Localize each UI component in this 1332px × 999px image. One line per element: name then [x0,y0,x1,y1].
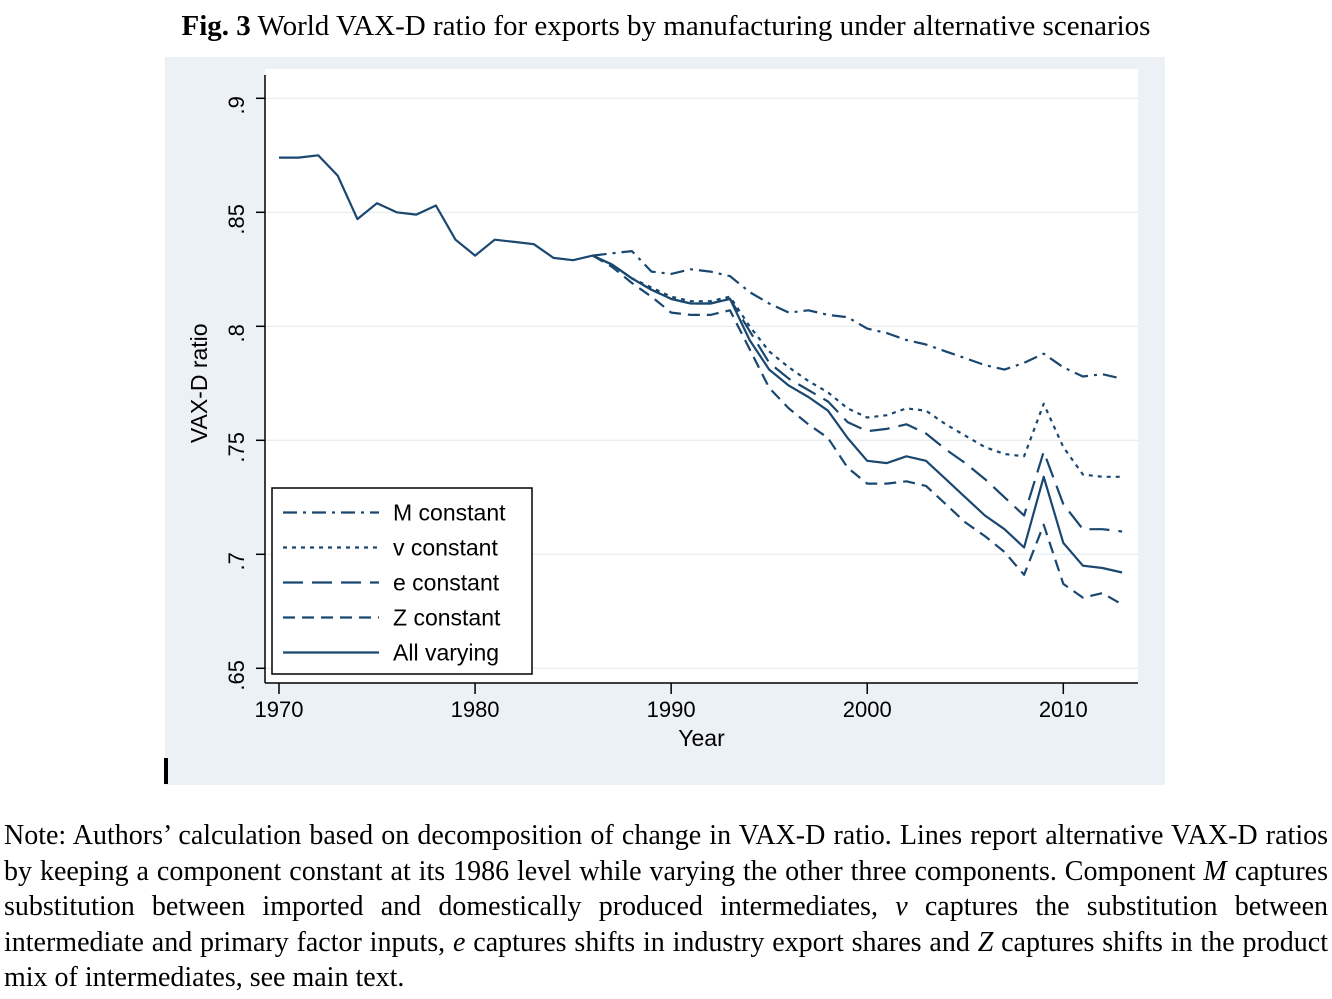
y-tick-label: .8 [224,324,249,342]
note-segment: M [1203,855,1227,887]
figure-panel: .9 .85 .8 .75 .7 .65 1970 1980 1990 2000 2010 Year V… [165,57,1165,785]
legend-item-label-v-constant: v constant [393,535,498,561]
series-path-all-varying [279,154,1123,574]
figure-caption-label: Fig. 3 [181,10,251,42]
x-tick-label: 1970 [255,697,304,722]
figure-caption-text: World VAX-D ratio for exports by manufac… [257,10,1151,42]
text-cursor [164,758,168,784]
note-segment: captures the substitution between interm… [4,891,1329,958]
note-segment: e [453,926,466,958]
note-segment: captures substitution between imported a… [4,855,1328,923]
y-tick-label: .75 [224,432,249,463]
legend-item-label-m-constant: M constant [393,500,506,526]
note-segment: Note: Authors’ calculation based on deco… [4,820,1328,887]
note-segment: captures shifts in industry export share… [465,926,978,958]
series-path-v-constant [592,254,1123,478]
figure-note: Note: Authors’ calculation based on deco… [4,818,1328,996]
y-tick-label: .9 [224,96,249,114]
x-axis-title: Year [678,725,725,751]
note-segment: captures shifts in the product mix of in… [4,926,1329,994]
legend-item-label-e-constant: e constant [393,570,500,596]
legend-item-label-all-varying: All varying [393,640,499,666]
y-axis-title: VAX-D ratio [186,323,212,443]
x-tick-label: 2000 [843,697,892,722]
legend-item-label-z-constant: Z constant [393,605,501,631]
x-tick-label: 1990 [647,697,696,722]
legend-box [271,487,533,675]
x-tick-label: 2010 [1039,697,1088,722]
y-tick-label: .65 [224,660,249,691]
x-tick-label: 1980 [451,697,500,722]
series-path-z-constant [592,254,1123,606]
y-tick-label: .85 [224,204,249,235]
note-segment: Z [977,926,994,958]
note-segment: v [895,891,908,922]
figure-caption: Fig. 3 World VAX-D ratio for exports by … [0,6,1332,46]
y-tick-label: .7 [224,552,249,570]
series-path-m-constant [592,250,1123,380]
